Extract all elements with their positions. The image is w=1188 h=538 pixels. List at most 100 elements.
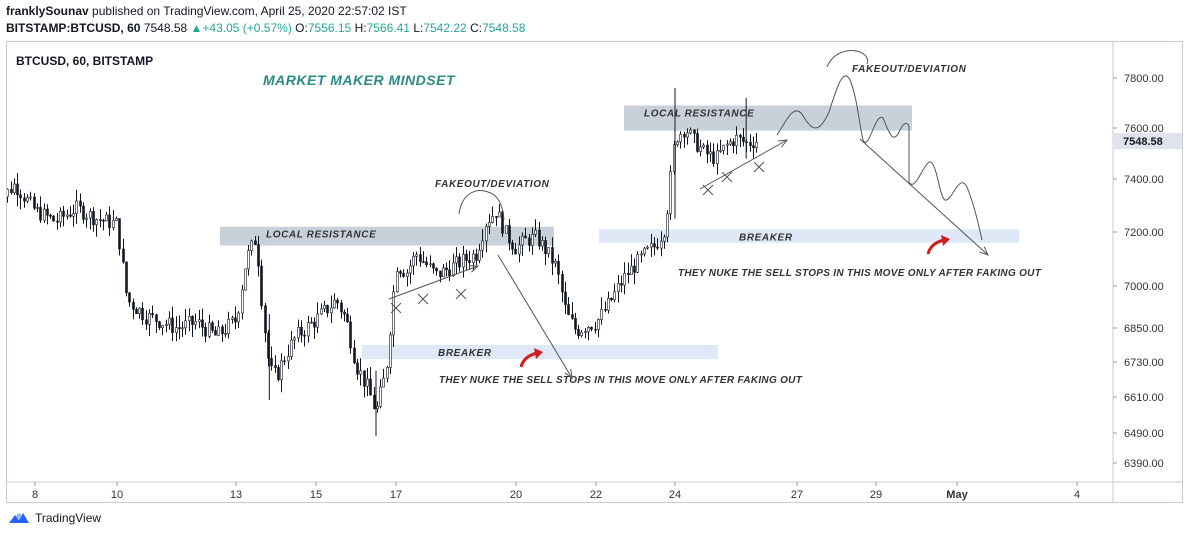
candle-body [151,313,154,316]
candle-body [498,211,501,218]
candle-body [145,319,148,325]
left-trend-arrow-head [468,265,480,273]
candle-body [415,254,418,257]
candle-body [541,240,544,247]
candle-body [343,311,346,315]
left-note: THEY NUKE THE SELL STOPS IN THIS MOVE ON… [439,375,803,386]
candle-body [99,219,102,221]
left-fakeout-label: FAKEOUT/DEVIATION [435,179,550,190]
candle-body [59,210,62,223]
time-tick-label: 22 [590,489,602,501]
candle-body [623,272,626,286]
candle-body [274,365,277,368]
candle-body [458,256,461,268]
candle-body [399,271,402,274]
candle-body [320,308,323,315]
candle-body [326,304,329,314]
price-tick-label: 6850.00 [1124,323,1164,335]
candle-body [188,316,191,321]
price-tick-label: 7800.00 [1124,73,1164,85]
candle-body [194,321,197,325]
right-red-arrow-head [941,235,950,246]
candle-body [49,214,52,217]
left-red-arrow-head [534,348,543,359]
candle-body [303,334,306,337]
time-tick-label: 24 [669,489,681,501]
candle-body [171,317,174,333]
symbol-label: BITSTAMP:BTCUSD, 60 [6,21,141,35]
candle-body [739,134,742,138]
candle-body [293,337,296,341]
candle-body [455,256,458,264]
candle-body [613,291,616,301]
candle-body [630,265,633,276]
candle-body [191,316,194,325]
candle-body [693,129,696,134]
candle-body [356,362,359,375]
candle-body [584,331,587,333]
candle-body [505,225,508,234]
right-trend-arrow [699,139,788,190]
time-tick-label: 20 [510,489,522,501]
candle-body [33,196,36,209]
candle-body [204,326,207,337]
candle-body [389,334,392,368]
candle-body [636,254,639,273]
footer: TradingView [8,511,101,525]
candle-body [620,283,623,286]
candle-body [241,289,244,314]
author-name[interactable]: franklySounav [6,4,89,18]
chart-area[interactable]: LOCAL RESISTANCE LOCAL RESISTANCE BREAKER B… [6,41,1183,503]
candle-body [511,242,514,250]
candle-body [330,307,333,314]
left-breaker-label: BREAKER [438,348,492,359]
candle-body [590,327,593,330]
candle-body [538,229,541,247]
candle-body [297,327,300,339]
candle-body [250,240,253,251]
candle-body [46,208,49,216]
tradingview-logo-icon [9,513,29,523]
candle-body [406,272,409,277]
close-value: 7548.58 [482,21,526,35]
candle-body [429,263,432,266]
candle-body [260,265,263,307]
candle-body [679,134,682,143]
candle-body [696,133,699,152]
candle-body [135,309,138,315]
candle-body [148,313,151,325]
candle-body [208,322,211,337]
right-resistance-zone [624,105,912,131]
right-drop-arrow-head [979,246,989,256]
stop-cross-mark [721,171,733,183]
low-label: L: [413,21,424,35]
candle-body [379,386,382,407]
left-fakeout-arc [458,190,505,221]
symbol-interval-label: BTCUSD, 60, BITSTAMP [16,54,153,68]
candle-body [478,249,481,261]
candle-body [524,235,527,239]
candle-body [528,237,531,246]
candle-body [561,274,564,293]
candle-body [373,394,376,409]
candle-body [23,197,26,202]
candle-body [349,321,352,349]
stop-cross-mark [702,184,714,196]
candle-body [465,253,468,261]
candle-body [89,211,92,219]
candle-body [597,319,600,330]
candle-body [85,217,88,220]
candle-body [39,207,42,221]
candle-body [495,216,498,218]
candle-body [102,219,105,222]
projected-price-path [776,75,983,241]
time-tick-label: 4 [1074,489,1080,501]
candle-body [732,141,735,147]
candle-body [36,207,39,209]
candle-body [165,324,168,326]
candle-body [468,260,471,263]
candle-body [376,405,379,409]
price-chart[interactable]: LOCAL RESISTANCE LOCAL RESISTANCE BREAKER B… [7,42,1182,502]
high-value: 7566.41 [366,21,410,35]
right-trend-arrow-head [778,139,789,148]
